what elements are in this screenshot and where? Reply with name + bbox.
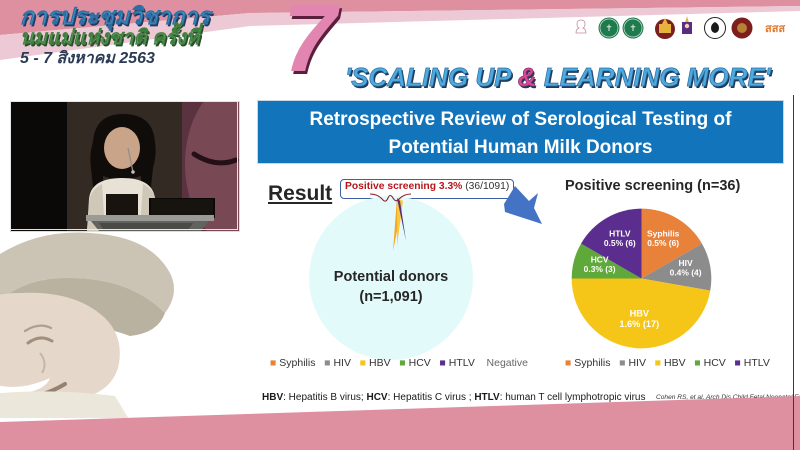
- svg-text:HTLV: HTLV: [609, 229, 631, 239]
- svg-text:สสส: สสส: [765, 23, 785, 35]
- svg-text:✝: ✝: [605, 23, 613, 33]
- svg-text:HCV: HCV: [591, 254, 609, 264]
- svg-text:HIV: HIV: [679, 258, 693, 268]
- svg-text:0.3% (3): 0.3% (3): [584, 264, 616, 274]
- svg-text:0.5% (6): 0.5% (6): [604, 238, 636, 248]
- svg-text:✝: ✝: [629, 23, 637, 33]
- svg-text:0.5% (6): 0.5% (6): [647, 238, 679, 248]
- svg-text:0.4% (4): 0.4% (4): [670, 268, 702, 278]
- svg-text:Syphilis: Syphilis: [647, 229, 680, 239]
- svg-text:HBV: HBV: [630, 309, 650, 319]
- svg-text:1.6% (17): 1.6% (17): [619, 319, 659, 329]
